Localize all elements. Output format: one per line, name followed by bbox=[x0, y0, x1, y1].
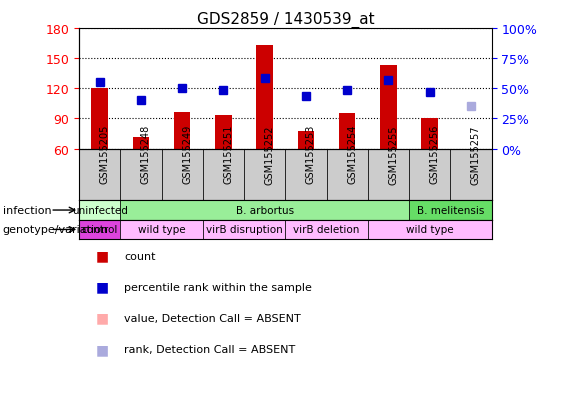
Text: GSM155256: GSM155256 bbox=[430, 125, 440, 184]
Title: GDS2859 / 1430539_at: GDS2859 / 1430539_at bbox=[197, 12, 374, 28]
Bar bbox=[133, 137, 149, 149]
Text: virB disruption: virB disruption bbox=[206, 225, 282, 235]
Text: ■: ■ bbox=[96, 280, 109, 294]
Text: value, Detection Call = ABSENT: value, Detection Call = ABSENT bbox=[124, 313, 301, 323]
Text: wild type: wild type bbox=[138, 225, 185, 235]
Bar bbox=[92, 89, 108, 149]
Text: GSM155253: GSM155253 bbox=[306, 125, 316, 184]
Text: GSM155249: GSM155249 bbox=[182, 125, 192, 184]
Bar bbox=[368, 220, 492, 240]
Text: GSM155257: GSM155257 bbox=[471, 125, 481, 184]
Text: GSM155255: GSM155255 bbox=[389, 125, 398, 184]
Bar bbox=[339, 114, 355, 149]
Bar bbox=[285, 220, 368, 240]
Text: virB deletion: virB deletion bbox=[293, 225, 360, 235]
Text: count: count bbox=[124, 251, 156, 261]
Text: wild type: wild type bbox=[406, 225, 454, 235]
Bar bbox=[174, 113, 190, 149]
Text: B. melitensis: B. melitensis bbox=[416, 206, 484, 216]
Text: GSM155248: GSM155248 bbox=[141, 125, 151, 184]
Bar bbox=[450, 149, 492, 201]
Bar bbox=[298, 131, 314, 149]
Text: GSM155252: GSM155252 bbox=[265, 125, 275, 184]
Bar bbox=[380, 66, 397, 149]
Bar bbox=[327, 149, 368, 201]
Text: GSM155251: GSM155251 bbox=[224, 125, 233, 184]
Text: control: control bbox=[81, 225, 118, 235]
Text: percentile rank within the sample: percentile rank within the sample bbox=[124, 282, 312, 292]
Bar bbox=[257, 46, 273, 149]
Bar bbox=[162, 149, 203, 201]
Bar bbox=[203, 220, 285, 240]
Text: genotype/variation: genotype/variation bbox=[3, 225, 109, 235]
Bar bbox=[285, 149, 327, 201]
Bar bbox=[215, 116, 232, 149]
Bar bbox=[368, 149, 409, 201]
Text: GSM155205: GSM155205 bbox=[100, 125, 110, 184]
Bar bbox=[120, 149, 162, 201]
Bar bbox=[409, 149, 450, 201]
Text: ■: ■ bbox=[96, 311, 109, 325]
Text: rank, Detection Call = ABSENT: rank, Detection Call = ABSENT bbox=[124, 344, 295, 354]
Bar bbox=[120, 220, 203, 240]
Bar bbox=[120, 201, 409, 220]
Bar bbox=[203, 149, 244, 201]
Text: ■: ■ bbox=[96, 249, 109, 263]
Bar bbox=[79, 201, 120, 220]
Text: infection: infection bbox=[3, 206, 51, 216]
Text: GSM155254: GSM155254 bbox=[347, 125, 357, 184]
Text: uninfected: uninfected bbox=[72, 206, 128, 216]
Text: ■: ■ bbox=[96, 342, 109, 356]
Bar bbox=[79, 149, 120, 201]
Bar bbox=[244, 149, 285, 201]
Bar bbox=[79, 220, 120, 240]
Bar bbox=[409, 201, 492, 220]
Bar bbox=[421, 119, 438, 149]
Text: B. arbortus: B. arbortus bbox=[236, 206, 294, 216]
